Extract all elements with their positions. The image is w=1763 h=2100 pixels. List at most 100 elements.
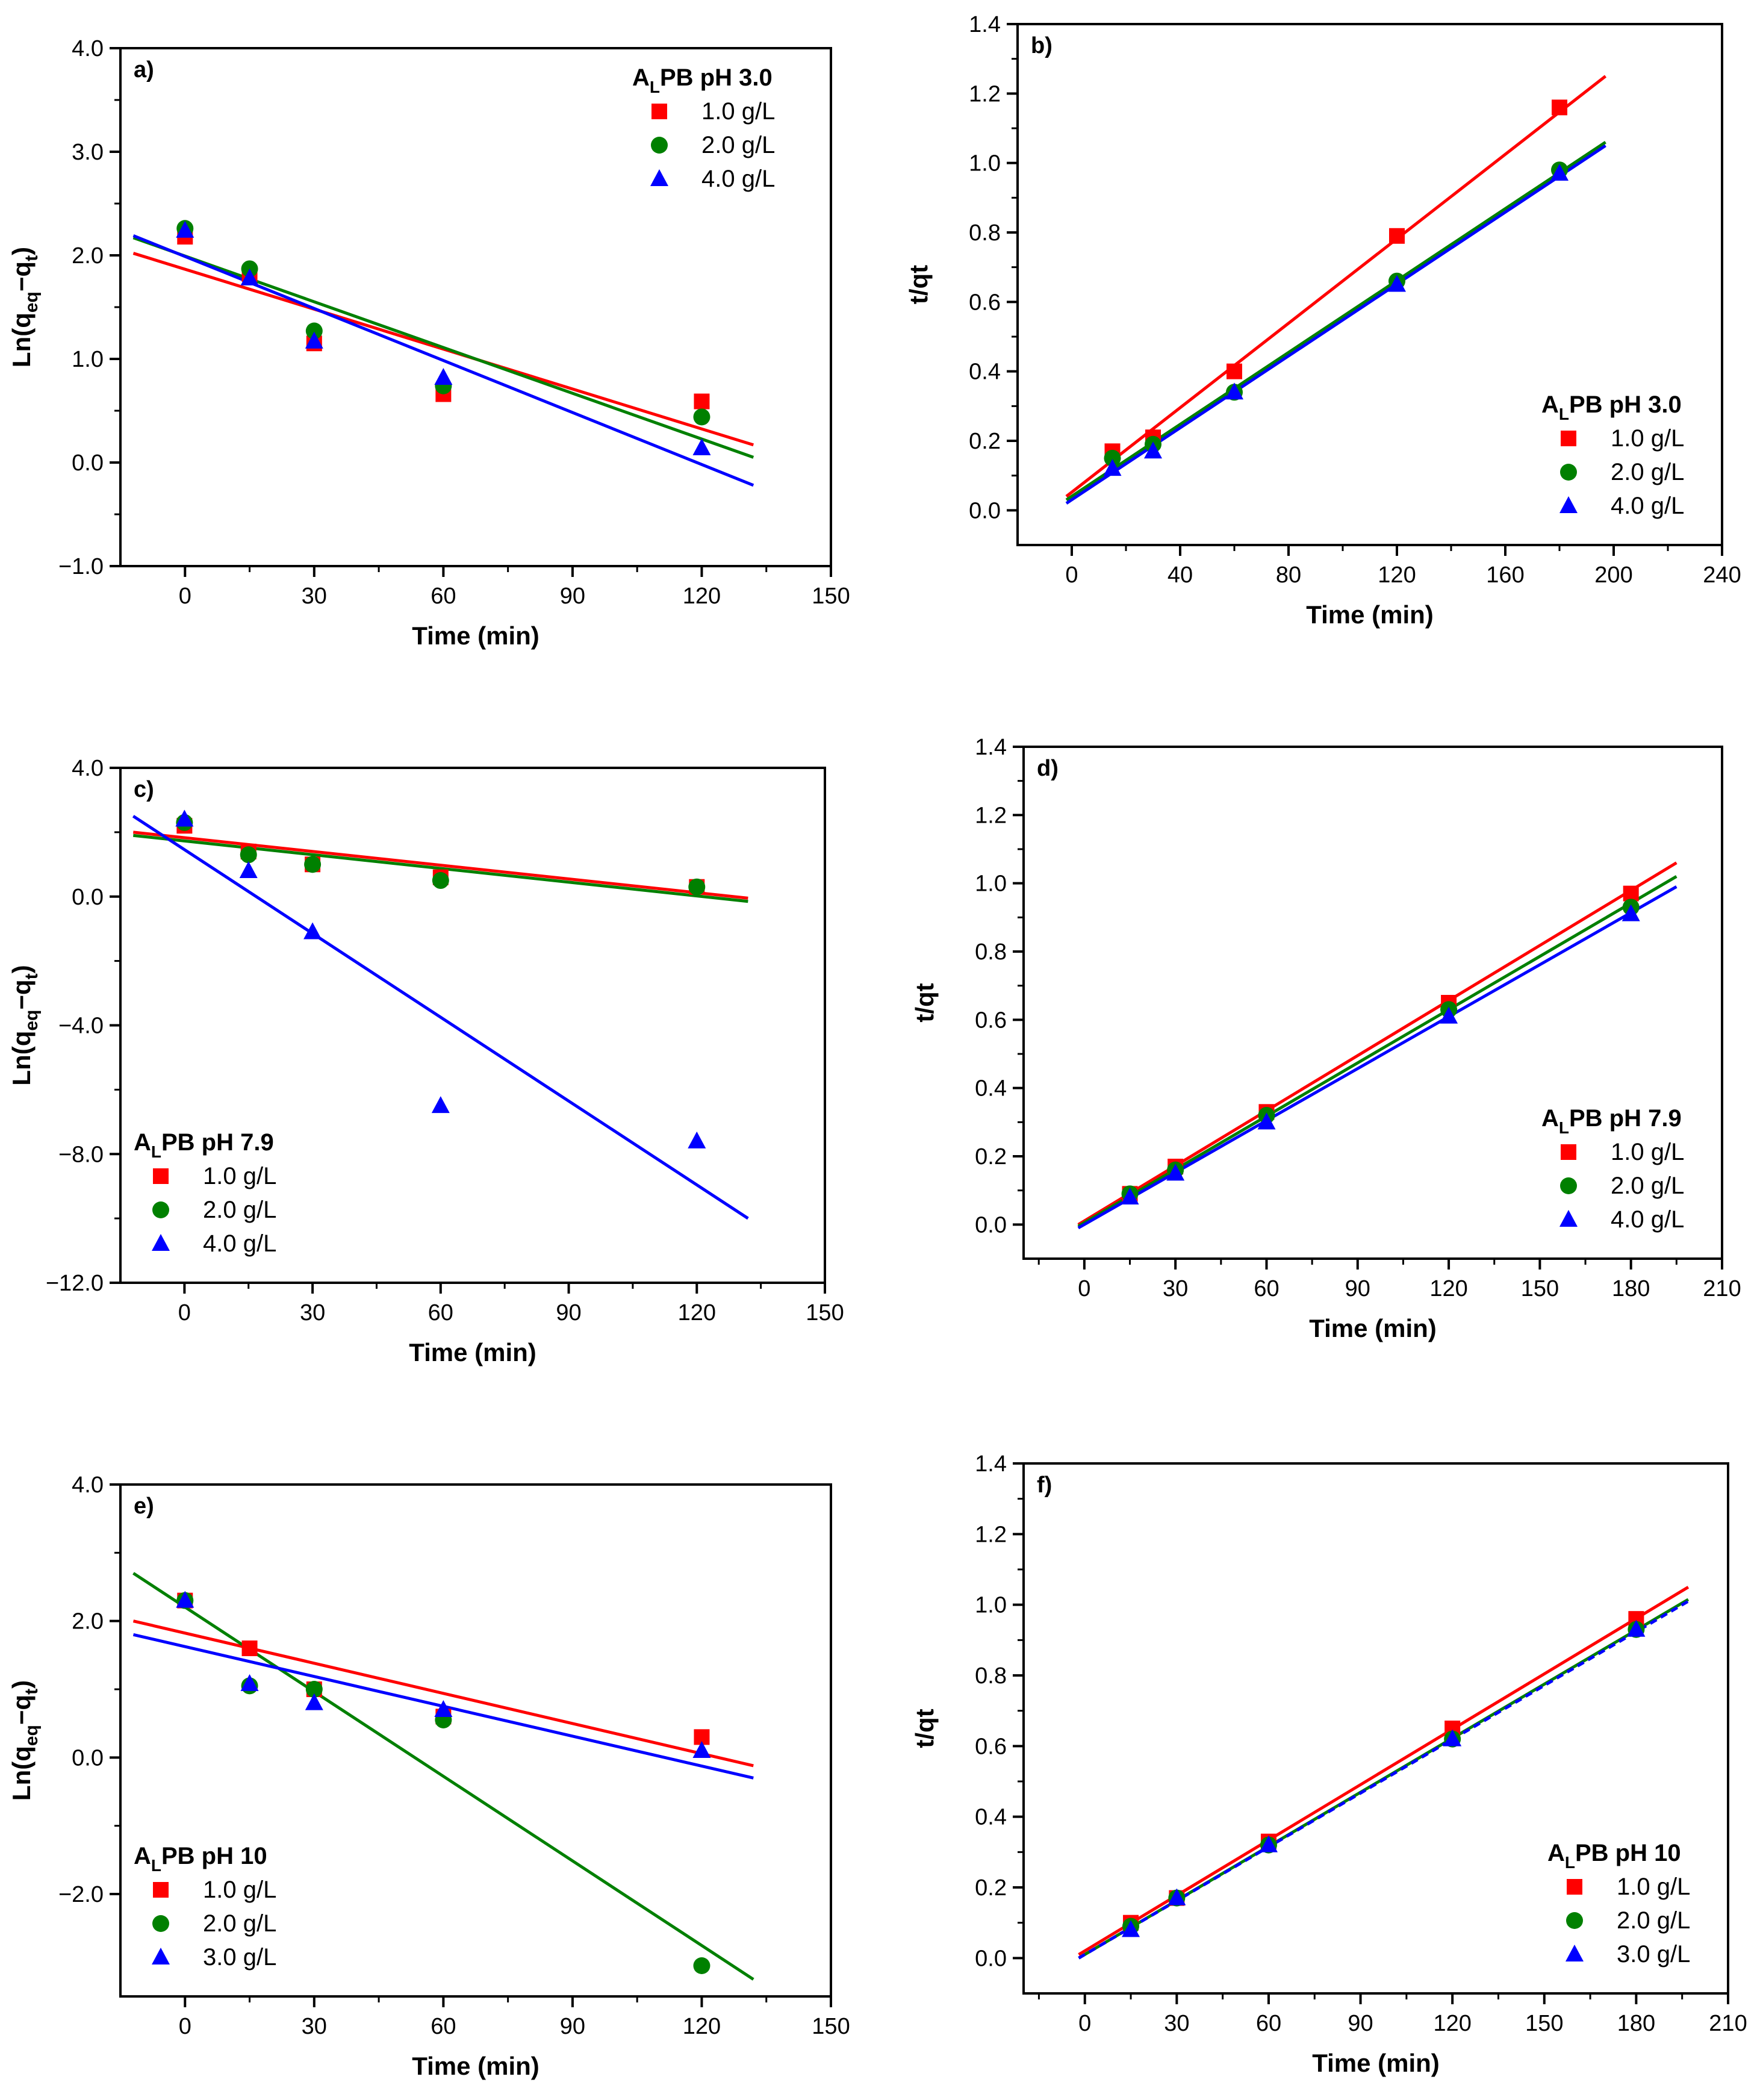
data-point-green	[1104, 449, 1121, 467]
legend: ALPB pH 3.01.0 g/L2.0 g/L4.0 g/L	[632, 64, 775, 192]
x-tick-label: 40	[1168, 562, 1193, 588]
y-axis-title-sub2: t	[22, 973, 42, 979]
y-axis-title-main: Ln(q	[7, 1746, 36, 1801]
x-tick-label: 240	[1703, 562, 1741, 588]
legend-title-suffix: PB pH 7.9	[1569, 1105, 1682, 1132]
y-tick-label: 0.2	[969, 429, 1001, 454]
legend-title-suffix: PB pH 7.9	[161, 1129, 274, 1156]
x-tick-label: 30	[1163, 1276, 1188, 1301]
data-point-green	[305, 1681, 323, 1698]
y-tick-label: 1.2	[969, 81, 1001, 107]
y-tick-label: 1.4	[975, 735, 1007, 760]
legend-marker-red	[153, 1168, 169, 1184]
x-tick-label: 90	[1348, 2011, 1373, 2036]
x-tick-label: 150	[812, 584, 850, 609]
legend-title-prefix: A	[134, 1843, 151, 1869]
x-tick-label: 60	[1256, 2011, 1281, 2036]
legend-title-subscript: L	[151, 1856, 161, 1875]
data-point-blue	[1103, 459, 1122, 476]
data-point-blue	[1443, 1729, 1462, 1746]
legend-entry-label: 2.0 g/L	[1611, 459, 1684, 485]
legend: ALPB pH 7.91.0 g/L 2.0 g/L 4.0 g/L	[1541, 1105, 1684, 1233]
y-tick-label: 0.4	[969, 360, 1001, 385]
data-point-blue	[692, 1741, 711, 1758]
x-tick-label: 120	[683, 2014, 721, 2039]
y-tick-label: 2.0	[72, 1609, 104, 1634]
x-tick-label: 120	[683, 584, 721, 609]
y-tick-label: 4.0	[72, 36, 104, 61]
legend-marker-blue	[1566, 1945, 1584, 1961]
y-tick-label: −12.0	[46, 1271, 104, 1296]
legend: ALPB pH 101.0 g/L2.0 g/L3.0 g/L	[134, 1843, 276, 1971]
data-point-green	[305, 322, 323, 340]
plot-area	[1065, 75, 1607, 505]
y-tick-label: 2.0	[72, 243, 104, 269]
x-tick-label: 60	[428, 1300, 453, 1326]
panel-b: 0 40 80 120 160 200 240 0.0 0.2 0.4 0.6 0.8 1.0 1.2 1.…	[904, 12, 1741, 629]
y-tick-label: 0.6	[969, 290, 1001, 315]
x-tick-label: 120	[1378, 562, 1416, 588]
y-tick-label: 1.0	[975, 1593, 1007, 1618]
legend-marker-green	[1560, 1177, 1577, 1194]
legend: ALPB pH 7.91.0 g/L2.0 g/L4.0 g/L	[134, 1129, 276, 1257]
data-point-red	[1623, 885, 1639, 902]
y-axis-title-sub1: eq	[22, 1725, 42, 1746]
y-tick-label: 0.0	[72, 1745, 104, 1771]
data-point-blue	[239, 861, 258, 878]
legend-title-suffix: PB pH 10	[1575, 1840, 1681, 1866]
legend-entry-label: 4.0 g/L	[1611, 1206, 1684, 1233]
y-tick-label: 0.6	[975, 1734, 1007, 1759]
y-tick-label: 1.4	[975, 1451, 1007, 1477]
x-tick-label: 150	[1521, 1276, 1559, 1301]
legend-entry-label: 4.0 g/L	[701, 166, 775, 192]
legend-title: ALPB pH 7.9	[134, 1129, 274, 1161]
x-tick-label: 0	[1078, 2011, 1091, 2036]
x-tick-label: 150	[812, 2014, 850, 2039]
legend-title-prefix: A	[134, 1129, 151, 1156]
y-axis-title-mid: −q	[7, 261, 36, 291]
y-tick-label: −2.0	[58, 1882, 104, 1907]
x-tick-label: 120	[1433, 2011, 1471, 2036]
plot-frame	[1016, 23, 1723, 546]
legend-entry-label: 2.0 g/L	[1611, 1173, 1684, 1199]
data-point-blue	[1122, 1920, 1140, 1937]
data-point-blue	[1440, 1006, 1458, 1024]
x-tick-label: 210	[1709, 2011, 1747, 2036]
y-axis-title: t/qt	[904, 265, 933, 304]
plot-frame	[1022, 746, 1723, 1260]
x-tick-label: 90	[560, 584, 585, 609]
legend-entry-label: 1.0 g/L	[1617, 1874, 1690, 1900]
y-axis-title-sub1: eq	[22, 291, 42, 313]
plot-area	[1078, 1586, 1690, 1960]
legend-entry-label: 2.0 g/L	[203, 1197, 276, 1223]
y-tick-label: 0.0	[969, 498, 1001, 523]
y-axis-title-sub2: t	[22, 1689, 42, 1695]
x-tick-label: 30	[1164, 2011, 1189, 2036]
data-point-green	[693, 1957, 710, 1974]
y-axis-title-main: Ln(q	[7, 313, 36, 367]
y-axis-title: t/qt	[910, 1709, 939, 1748]
panel-d: 0 30 60 90 120 150 180 210 0.0 0.2 0.4 0.6 0.8 1.0 1.2…	[910, 735, 1741, 1342]
y-axis-title-sub1: eq	[22, 1010, 42, 1031]
legend-marker-green	[1560, 464, 1577, 481]
legend-entry-label: 2.0 g/L	[701, 132, 775, 158]
x-tick-label: 90	[1345, 1276, 1370, 1301]
legend-title-subscript: L	[650, 78, 660, 96]
fit-line-blue	[132, 234, 754, 487]
legend-entry-label: 1.0 g/L	[1611, 425, 1684, 452]
x-tick-label: 160	[1486, 562, 1524, 588]
x-tick-label: 90	[560, 2014, 585, 2039]
y-tick-label: 4.0	[72, 1472, 104, 1498]
plot-area	[132, 220, 754, 487]
legend-marker-red	[651, 104, 667, 119]
legend-title: ALPB pH 7.9	[1541, 1105, 1682, 1137]
legend-entry-label: 1.0 g/L	[1611, 1139, 1684, 1165]
legend-entry-label: 4.0 g/L	[1611, 493, 1684, 519]
y-axis-title-main: t/qt	[904, 265, 933, 304]
legend-marker-red	[153, 1882, 169, 1898]
legend-entry-label: 1.0 g/L	[701, 98, 775, 125]
data-point-blue	[1257, 1112, 1276, 1130]
y-tick-label: 4.0	[72, 756, 104, 781]
fit-line-blue	[1078, 1600, 1690, 1960]
data-point-blue	[692, 438, 711, 455]
